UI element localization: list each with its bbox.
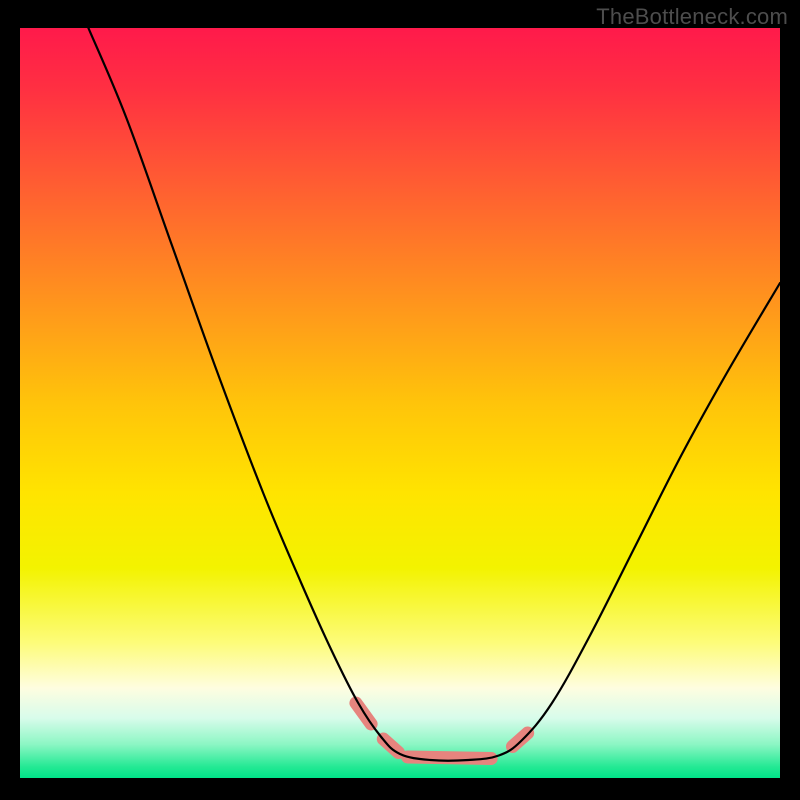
watermark-text: TheBottleneck.com [596,4,788,30]
plot-svg [20,28,780,778]
plot-area [20,28,780,778]
